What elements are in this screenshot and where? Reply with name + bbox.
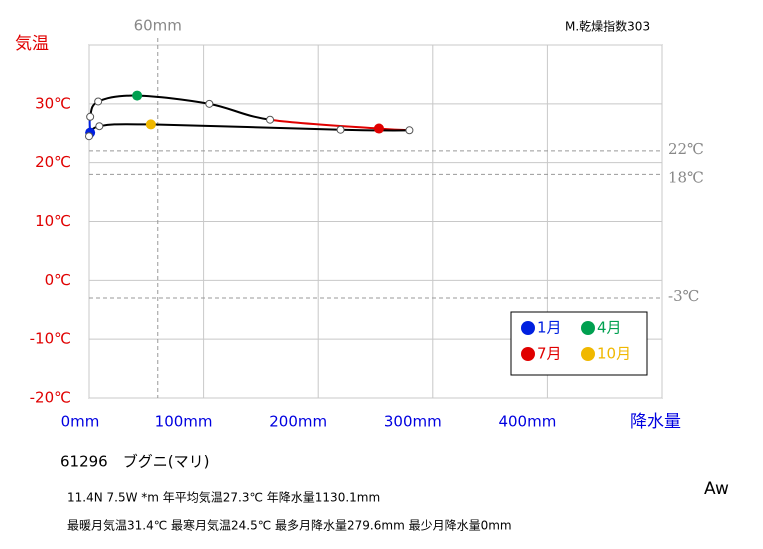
month-point: [336, 125, 345, 134]
month-point: [86, 112, 95, 121]
month-point: [132, 90, 143, 101]
y-axis-title: 気温: [15, 34, 49, 54]
legend-label: 4月: [597, 319, 622, 337]
legend-marker: [581, 347, 595, 361]
reference-label: 22℃: [668, 140, 704, 158]
month-point: [85, 132, 93, 141]
x-tick-label: 0mm: [61, 413, 100, 431]
month-point: [266, 115, 275, 124]
y-tick-label: 10℃: [35, 212, 71, 230]
x-axis-title: 降水量: [630, 412, 681, 432]
legend-label: 1月: [537, 319, 562, 337]
climate-line: [269, 118, 380, 130]
reference-label: 18℃: [668, 168, 704, 186]
month-point: [405, 126, 414, 135]
climate-line: [209, 102, 271, 121]
climate-line: [150, 123, 341, 131]
climate-class: Aw: [704, 479, 729, 499]
month-point: [94, 97, 103, 106]
climate-line: [137, 94, 210, 105]
month-point: [145, 119, 156, 130]
y-tick-label: -20℃: [30, 389, 71, 407]
legend-marker: [521, 321, 535, 335]
legend-marker: [521, 347, 535, 361]
month-point: [373, 123, 384, 134]
info-line: 11.4N 7.5W *m 年平均気温27.3℃ 年降水量1130.1mm: [67, 490, 380, 505]
y-tick-label: 0℃: [45, 271, 71, 289]
legend-box: [510, 311, 648, 376]
y-tick-label: -10℃: [30, 330, 71, 348]
legend-label: 7月: [537, 345, 562, 363]
dryness-index: M.乾燥指数303: [565, 19, 650, 34]
info-line: 最暖月気温31.4℃ 最寒月気温24.5℃ 最多月降水量279.6mm 最少月降…: [67, 518, 512, 533]
x-tick-label: 300mm: [384, 413, 442, 431]
month-point: [205, 99, 214, 108]
x-tick-label: 200mm: [269, 413, 327, 431]
y-tick-label: 20℃: [35, 153, 71, 171]
legend-marker: [581, 321, 595, 335]
month-point: [95, 122, 104, 131]
y-tick-label: 30℃: [35, 94, 71, 112]
x-tick-label: 400mm: [498, 413, 556, 431]
reference-label: 60mm: [134, 17, 182, 35]
reference-label: -3℃: [668, 287, 699, 305]
x-tick-label: 100mm: [155, 413, 213, 431]
station-title: 61296 ブグニ(マリ): [60, 453, 209, 471]
legend-label: 10月: [597, 345, 631, 363]
